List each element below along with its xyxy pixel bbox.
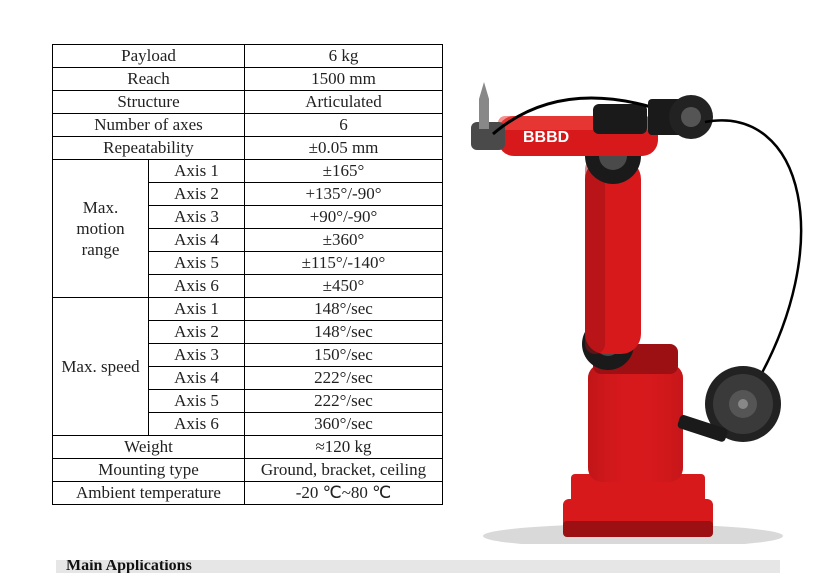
spec-table: Payload6 kgReach1500 mmStructureArticula… — [52, 44, 443, 505]
brand-label: BBBD — [523, 129, 569, 146]
table-row: Max. motion rangeAxis 1±165° — [53, 160, 443, 183]
table-row: Ambient temperature-20 ℃~80 ℃ — [53, 482, 443, 505]
table-row: Max. speedAxis 1148°/sec — [53, 298, 443, 321]
table-row: Mounting typeGround, bracket, ceiling — [53, 459, 443, 482]
section-title: Main Applications — [56, 560, 192, 573]
table-row: Repeatability±0.05 mm — [53, 137, 443, 160]
section-header-main-applications: Main Applications — [56, 560, 780, 573]
robot-image: BBBD — [443, 44, 838, 544]
table-row: Number of axes6 — [53, 114, 443, 137]
table-row: Payload6 kg — [53, 45, 443, 68]
table-row: Weight≈120 kg — [53, 436, 443, 459]
table-row: StructureArticulated — [53, 91, 443, 114]
table-row: Reach1500 mm — [53, 68, 443, 91]
